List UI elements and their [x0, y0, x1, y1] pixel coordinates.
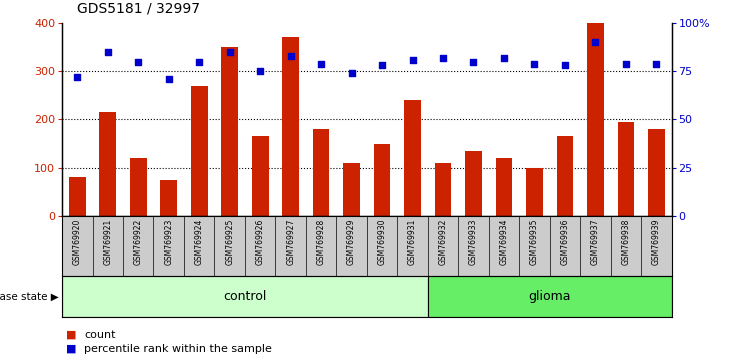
Text: ■: ■ — [66, 344, 76, 354]
Text: GSM769931: GSM769931 — [408, 219, 417, 266]
Bar — [130, 158, 147, 216]
Bar — [191, 86, 207, 216]
Bar — [648, 129, 665, 216]
Text: GSM769921: GSM769921 — [103, 219, 112, 265]
Bar — [587, 23, 604, 216]
Bar — [99, 112, 116, 216]
Point — [163, 76, 174, 82]
Text: percentile rank within the sample: percentile rank within the sample — [84, 344, 272, 354]
Text: GSM769936: GSM769936 — [561, 219, 569, 266]
Text: ■: ■ — [66, 330, 76, 339]
Bar — [428, 276, 672, 317]
Text: glioma: glioma — [529, 290, 571, 303]
Text: GSM769938: GSM769938 — [621, 219, 631, 266]
Point — [498, 55, 510, 61]
Point — [437, 55, 449, 61]
Bar — [496, 158, 512, 216]
Bar — [343, 163, 360, 216]
Bar — [252, 136, 269, 216]
Text: GSM769939: GSM769939 — [652, 219, 661, 266]
Point — [72, 74, 83, 80]
Bar — [526, 168, 543, 216]
Bar — [465, 151, 482, 216]
Bar — [62, 276, 428, 317]
Text: count: count — [84, 330, 115, 339]
Bar — [69, 177, 85, 216]
Point — [132, 59, 144, 64]
Bar — [312, 129, 329, 216]
Point — [315, 61, 327, 66]
Point — [529, 61, 540, 66]
Point — [193, 59, 205, 64]
Text: GSM769920: GSM769920 — [73, 219, 82, 266]
Text: GSM769926: GSM769926 — [255, 219, 265, 266]
Point — [346, 70, 358, 76]
Point — [254, 68, 266, 74]
Point — [559, 63, 571, 68]
Bar — [221, 47, 238, 216]
Bar — [404, 100, 421, 216]
Point — [468, 59, 480, 64]
Text: GSM769935: GSM769935 — [530, 219, 539, 266]
Point — [407, 57, 418, 63]
Text: GSM769930: GSM769930 — [377, 219, 387, 266]
Point — [650, 61, 662, 66]
Text: control: control — [223, 290, 266, 303]
Text: GSM769923: GSM769923 — [164, 219, 173, 266]
Text: GSM769932: GSM769932 — [439, 219, 447, 266]
Point — [102, 49, 114, 55]
Text: GSM769937: GSM769937 — [591, 219, 600, 266]
Bar — [161, 180, 177, 216]
Text: GSM769922: GSM769922 — [134, 219, 143, 265]
Bar — [374, 144, 391, 216]
Text: GSM769924: GSM769924 — [195, 219, 204, 266]
Text: GSM769934: GSM769934 — [499, 219, 509, 266]
Point — [224, 49, 236, 55]
Point — [285, 53, 296, 59]
Point — [376, 63, 388, 68]
Bar — [618, 122, 634, 216]
Text: disease state ▶: disease state ▶ — [0, 291, 58, 302]
Text: GDS5181 / 32997: GDS5181 / 32997 — [77, 2, 199, 16]
Text: GSM769927: GSM769927 — [286, 219, 295, 266]
Text: GSM769933: GSM769933 — [469, 219, 478, 266]
Bar — [283, 38, 299, 216]
Text: GSM769929: GSM769929 — [347, 219, 356, 266]
Text: GSM769928: GSM769928 — [317, 219, 326, 265]
Point — [590, 40, 602, 45]
Bar — [556, 136, 573, 216]
Point — [620, 61, 631, 66]
Bar — [434, 163, 451, 216]
Text: GSM769925: GSM769925 — [225, 219, 234, 266]
